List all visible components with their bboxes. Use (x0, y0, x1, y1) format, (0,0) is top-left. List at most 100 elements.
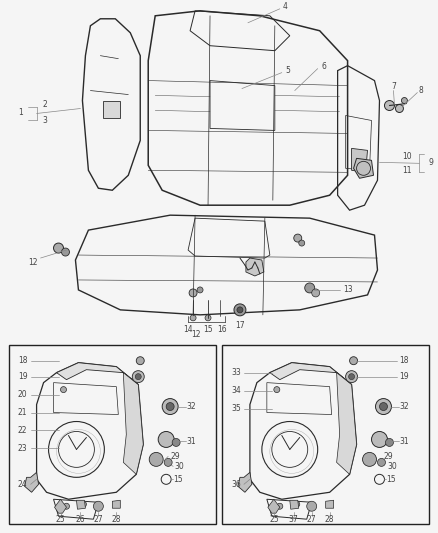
Circle shape (294, 501, 300, 507)
Text: 28: 28 (325, 515, 334, 524)
Text: 31: 31 (186, 437, 196, 446)
Circle shape (274, 386, 280, 393)
Circle shape (396, 104, 403, 112)
Text: 19: 19 (18, 372, 28, 381)
Circle shape (401, 98, 407, 103)
Text: 31: 31 (399, 437, 409, 446)
Text: 25: 25 (269, 515, 279, 524)
Text: 19: 19 (399, 372, 409, 381)
Circle shape (164, 458, 172, 466)
Circle shape (294, 234, 302, 242)
Circle shape (349, 374, 355, 379)
Text: 26: 26 (76, 515, 85, 524)
Text: 37: 37 (289, 515, 299, 524)
Polygon shape (77, 500, 85, 509)
Circle shape (385, 101, 395, 110)
Circle shape (166, 402, 174, 410)
Circle shape (53, 243, 64, 253)
Text: 24: 24 (18, 480, 28, 489)
Text: 16: 16 (217, 325, 227, 334)
Circle shape (363, 453, 377, 466)
Polygon shape (290, 500, 299, 509)
Text: 6: 6 (321, 62, 326, 71)
Circle shape (81, 501, 86, 507)
Circle shape (379, 402, 388, 410)
Text: 11: 11 (403, 166, 412, 175)
Text: 15: 15 (173, 475, 183, 484)
Text: 25: 25 (56, 515, 65, 524)
Polygon shape (238, 472, 252, 492)
Circle shape (149, 453, 163, 466)
Polygon shape (268, 499, 280, 513)
Circle shape (162, 399, 178, 415)
Text: 18: 18 (18, 356, 27, 365)
Text: 36: 36 (231, 480, 241, 489)
Text: 20: 20 (18, 390, 28, 399)
Circle shape (60, 386, 67, 393)
Text: 33: 33 (231, 368, 241, 377)
Polygon shape (25, 472, 39, 492)
Circle shape (346, 370, 357, 383)
Text: 30: 30 (174, 462, 184, 471)
Text: 4: 4 (283, 2, 287, 11)
Text: 12: 12 (191, 330, 201, 340)
Text: 18: 18 (399, 356, 409, 365)
Circle shape (64, 503, 70, 509)
Bar (9, 345, 216, 524)
Text: 27: 27 (307, 515, 317, 524)
Polygon shape (54, 499, 67, 513)
Text: 1: 1 (18, 108, 23, 117)
Text: 9: 9 (429, 158, 434, 167)
Text: 17: 17 (235, 321, 245, 330)
Text: 8: 8 (419, 86, 424, 95)
Polygon shape (326, 500, 334, 508)
Circle shape (61, 248, 70, 256)
Circle shape (172, 439, 180, 447)
Text: 13: 13 (343, 286, 353, 294)
Circle shape (205, 315, 211, 321)
Text: 15: 15 (203, 325, 213, 334)
Polygon shape (337, 373, 357, 474)
Text: 5: 5 (285, 66, 290, 75)
Polygon shape (246, 258, 264, 276)
Circle shape (93, 501, 103, 511)
Circle shape (197, 287, 203, 293)
Text: 22: 22 (18, 426, 27, 435)
Circle shape (371, 432, 388, 447)
Circle shape (135, 374, 141, 379)
Polygon shape (270, 362, 352, 385)
Polygon shape (57, 362, 138, 385)
Text: 12: 12 (28, 257, 37, 266)
Polygon shape (352, 148, 367, 172)
Text: 28: 28 (112, 515, 121, 524)
Text: 15: 15 (386, 475, 396, 484)
Polygon shape (124, 373, 143, 474)
Circle shape (136, 357, 144, 365)
Text: 14: 14 (183, 325, 193, 334)
Text: 7: 7 (391, 82, 396, 91)
Circle shape (307, 501, 317, 511)
Circle shape (158, 432, 174, 447)
Circle shape (237, 307, 243, 313)
Circle shape (375, 399, 392, 415)
Circle shape (299, 240, 305, 246)
Circle shape (277, 503, 283, 509)
Text: 35: 35 (231, 404, 241, 413)
Text: 21: 21 (18, 408, 27, 417)
Text: 10: 10 (403, 152, 412, 161)
Text: 23: 23 (18, 444, 28, 453)
Circle shape (132, 370, 144, 383)
Circle shape (350, 357, 357, 365)
Circle shape (189, 289, 197, 297)
Circle shape (305, 283, 314, 293)
Text: 30: 30 (388, 462, 397, 471)
Circle shape (234, 304, 246, 316)
Text: 3: 3 (42, 116, 47, 125)
Text: 29: 29 (170, 452, 180, 461)
Text: 29: 29 (384, 452, 393, 461)
Circle shape (378, 458, 385, 466)
Text: 34: 34 (231, 386, 241, 395)
Text: 27: 27 (94, 515, 103, 524)
Circle shape (385, 439, 393, 447)
Text: 32: 32 (399, 402, 409, 411)
